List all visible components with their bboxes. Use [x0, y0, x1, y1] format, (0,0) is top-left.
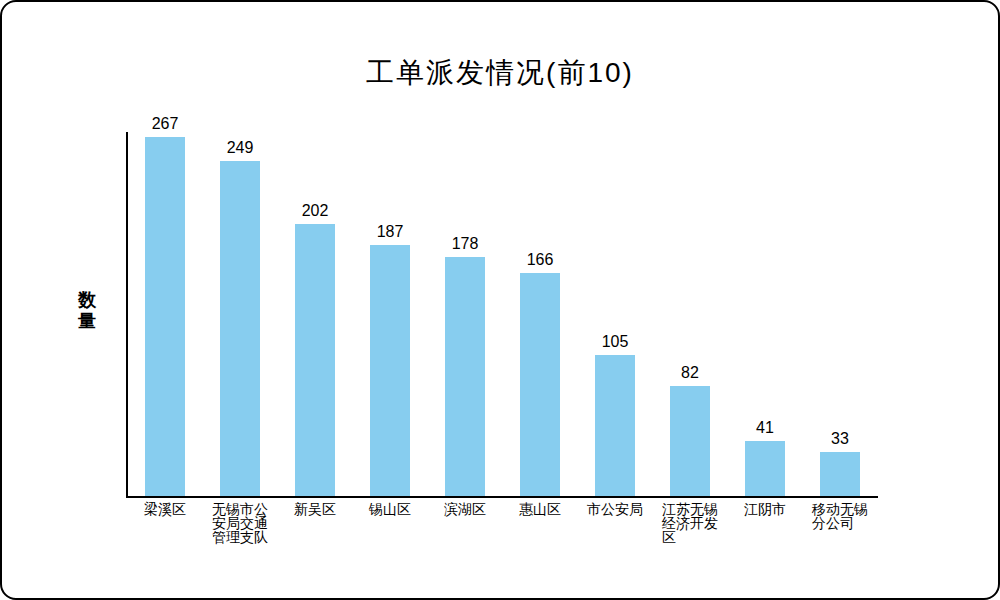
x-category-label: 新吴区 [294, 502, 336, 516]
bar [670, 386, 710, 496]
x-category-label: 无锡市公 安局交通 管理支队 [212, 502, 268, 544]
bar-value-label: 267 [152, 115, 179, 133]
x-axis-line [126, 496, 878, 498]
bar-value-label: 202 [302, 202, 329, 220]
x-category-label: 移动无锡 分公司 [812, 502, 868, 530]
bar [445, 257, 485, 496]
x-category-label: 市公安局 [587, 502, 643, 516]
y-axis-label: 数 量 [78, 290, 96, 332]
x-category-label: 惠山区 [519, 502, 561, 516]
x-category-label: 梁溪区 [144, 502, 186, 516]
bar [820, 452, 860, 496]
bar-value-label: 166 [527, 251, 554, 269]
x-category-label: 江阴市 [744, 502, 786, 516]
bar-value-label: 249 [227, 139, 254, 157]
bar [220, 161, 260, 496]
x-category-label: 江苏无锡 经济开发 区 [662, 502, 718, 544]
bar [595, 355, 635, 496]
bar-value-label: 105 [602, 333, 629, 351]
bar-value-label: 33 [831, 430, 849, 448]
bar [145, 137, 185, 496]
bar-value-label: 187 [377, 223, 404, 241]
bar-value-label: 41 [756, 419, 774, 437]
bar-value-label: 82 [681, 364, 699, 382]
x-category-label: 锡山区 [369, 502, 411, 516]
bar [745, 441, 785, 496]
chart-title: 工单派发情况(前10) [2, 54, 998, 92]
plot-area: 267249202187178166105824133 [128, 132, 878, 496]
bar [520, 273, 560, 496]
bar [295, 224, 335, 496]
bar [370, 245, 410, 496]
x-category-label: 滨湖区 [444, 502, 486, 516]
chart-canvas: 工单派发情况(前10) 数 量 267 249 202 187 178 166 105 82 4… [0, 0, 1000, 600]
bar-value-label: 178 [452, 235, 479, 253]
